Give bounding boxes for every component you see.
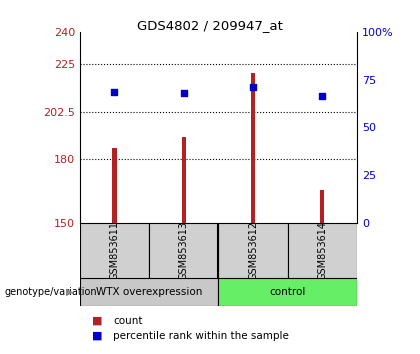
Bar [113, 148, 116, 223]
Text: GDS4802 / 209947_at: GDS4802 / 209947_at [137, 19, 283, 33]
Bar [80, 223, 149, 278]
Bar [80, 278, 218, 306]
Bar [218, 278, 357, 306]
Text: GSM853614: GSM853614 [318, 221, 327, 280]
Bar [182, 137, 186, 223]
Text: genotype/variation: genotype/variation [4, 287, 97, 297]
Bar [251, 73, 255, 223]
Bar [320, 190, 324, 223]
Text: percentile rank within the sample: percentile rank within the sample [113, 331, 289, 341]
Point [111, 89, 118, 95]
Bar [149, 223, 218, 278]
Text: GSM853612: GSM853612 [248, 221, 258, 280]
Bar [288, 223, 357, 278]
Point [249, 85, 256, 90]
Text: ■: ■ [92, 315, 103, 325]
Text: ▶: ▶ [66, 287, 74, 297]
Text: GSM853613: GSM853613 [179, 221, 189, 280]
Text: WTX overexpression: WTX overexpression [96, 287, 202, 297]
Point [181, 90, 187, 96]
Text: control: control [270, 287, 306, 297]
Text: GSM853611: GSM853611 [110, 221, 119, 280]
Text: ■: ■ [92, 331, 103, 341]
Point [319, 93, 326, 99]
Bar [218, 223, 288, 278]
Text: count: count [113, 316, 143, 326]
